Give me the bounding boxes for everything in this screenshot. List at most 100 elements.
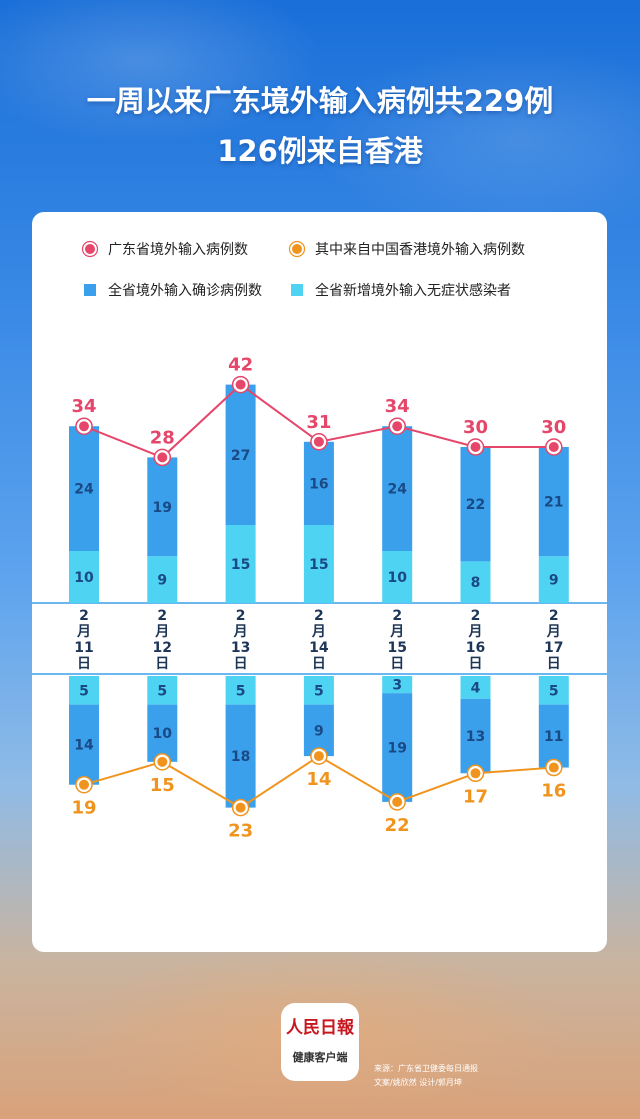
logo-name: 人民日報 xyxy=(286,1018,354,1038)
lower-label-asymptomatic: 5 xyxy=(314,683,324,699)
source-credit: 来源：广东省卫健委每日通报 xyxy=(374,1064,478,1073)
lower-bar-asymptomatic xyxy=(69,676,99,705)
date-label: 月 xyxy=(389,624,404,640)
date-label: 月 xyxy=(154,624,169,640)
legend-marker-ring-1 xyxy=(288,240,306,258)
date-label: 日 xyxy=(312,656,326,672)
upper-label-confirmed: 19 xyxy=(153,500,172,516)
date-label: 11 xyxy=(74,640,93,656)
lower-point xyxy=(392,796,403,807)
upper-label-asymptomatic: 15 xyxy=(231,557,250,573)
upper-bar-asymptomatic xyxy=(69,551,99,603)
date-label: 2 xyxy=(392,608,402,624)
lower-point xyxy=(157,756,168,767)
upper-point xyxy=(548,442,559,452)
upper-label-confirmed: 27 xyxy=(231,448,250,464)
date-label: 日 xyxy=(469,656,483,672)
page-title: 一周以来广东境外输入病例共229例 xyxy=(86,84,554,118)
upper-bar-asymptomatic xyxy=(303,525,334,603)
chart-card: 广东省境外输入病例数 其中来自中国香港境外输入病例数全省境外输入确诊病例数 全省新增… xyxy=(32,212,607,952)
upper-point-label: 34 xyxy=(385,396,410,417)
upper-label-asymptomatic: 9 xyxy=(549,573,559,589)
date-label: 14 xyxy=(309,640,329,656)
upper-point-label: 30 xyxy=(541,417,566,438)
upper-bar-confirmed xyxy=(460,447,491,562)
lower-point-label: 19 xyxy=(71,798,96,819)
date-label: 13 xyxy=(231,640,250,656)
lower-label-confirmed: 14 xyxy=(74,738,94,754)
upper-label-asymptomatic: 9 xyxy=(157,573,167,589)
upper-label-confirmed: 16 xyxy=(309,476,328,492)
date-label: 日 xyxy=(77,656,91,672)
lower-bar-confirmed xyxy=(538,704,569,768)
lower-point xyxy=(313,751,324,762)
lower-label-confirmed: 10 xyxy=(153,726,173,742)
upper-bar-asymptomatic xyxy=(382,551,413,603)
lower-bar-asymptomatic xyxy=(147,676,178,705)
lower-point-label: 23 xyxy=(228,821,253,842)
lower-bar-confirmed xyxy=(147,704,178,762)
upper-bar-asymptomatic xyxy=(147,556,178,603)
upper-bar-asymptomatic xyxy=(538,556,569,603)
lower-bar-confirmed xyxy=(69,704,99,785)
upper-point xyxy=(470,442,481,452)
upper-bar-asymptomatic xyxy=(460,561,491,603)
date-label: 月 xyxy=(233,624,248,640)
date-label: 日 xyxy=(234,656,248,672)
upper-label-asymptomatic: 15 xyxy=(309,557,328,573)
date-label: 月 xyxy=(76,624,91,640)
lower-label-asymptomatic: 4 xyxy=(471,680,481,696)
lower-label-asymptomatic: 5 xyxy=(549,683,559,699)
lower-label-confirmed: 18 xyxy=(231,749,250,765)
lower-bar-confirmed xyxy=(382,693,413,802)
upper-point-label: 42 xyxy=(228,355,253,376)
lower-label-confirmed: 19 xyxy=(387,741,406,757)
upper-label-confirmed: 24 xyxy=(74,482,94,498)
lower-bar-asymptomatic xyxy=(460,676,491,699)
upper-point xyxy=(392,421,403,432)
legend-marker-ring-0 xyxy=(81,240,99,258)
date-label: 2 xyxy=(157,608,167,624)
date-label: 月 xyxy=(546,624,561,640)
date-label: 日 xyxy=(547,656,561,672)
upper-bar-confirmed xyxy=(69,426,99,551)
upper-bar-confirmed xyxy=(382,426,413,551)
lower-bar-asymptomatic xyxy=(303,676,334,705)
logo-subtitle: 健康客户端 xyxy=(292,1051,348,1064)
date-label: 2 xyxy=(471,608,481,624)
legend-marker-2 xyxy=(84,284,96,296)
legend-label-1: 其中来自中国香港境外输入病例数 xyxy=(315,242,525,258)
legend-label-2: 全省境外输入确诊病例数 xyxy=(108,282,262,299)
legend-label-3: 全省新增境外输入无症状感染者 xyxy=(315,282,511,299)
lower-label-confirmed: 11 xyxy=(544,729,563,745)
lower-label-asymptomatic: 3 xyxy=(392,678,402,694)
upper-point xyxy=(157,452,168,463)
lower-label-confirmed: 13 xyxy=(466,729,485,745)
date-label: 15 xyxy=(387,640,406,656)
date-label: 月 xyxy=(468,624,483,640)
lower-label-asymptomatic: 5 xyxy=(236,683,246,699)
lower-point xyxy=(79,779,89,790)
lower-point-label: 15 xyxy=(150,775,175,796)
upper-label-asymptomatic: 10 xyxy=(74,570,94,586)
lower-bar-asymptomatic xyxy=(225,676,256,705)
upper-point xyxy=(79,421,89,432)
date-label: 2 xyxy=(314,608,324,624)
date-label: 日 xyxy=(390,656,404,672)
brand-logo[interactable]: 人民日報 健康客户端 xyxy=(281,1003,359,1081)
lower-bar-confirmed xyxy=(460,698,491,774)
lower-point-label: 16 xyxy=(541,781,566,802)
legend-marker-0 xyxy=(83,242,97,256)
date-label: 12 xyxy=(153,640,172,656)
upper-point-label: 34 xyxy=(71,396,96,417)
author-credit: 文案/姚欣然 设计/郭月坤 xyxy=(374,1078,462,1087)
upper-point xyxy=(235,379,246,390)
upper-point-label: 30 xyxy=(463,417,488,438)
upper-label-confirmed: 21 xyxy=(544,495,563,511)
upper-label-confirmed: 24 xyxy=(387,482,407,498)
lower-bar-asymptomatic xyxy=(538,676,569,705)
page-subtitle: 126例来自香港 xyxy=(217,134,423,168)
legend-label-0: 广东省境外输入病例数 xyxy=(108,242,248,258)
lower-point-label: 17 xyxy=(463,786,488,807)
